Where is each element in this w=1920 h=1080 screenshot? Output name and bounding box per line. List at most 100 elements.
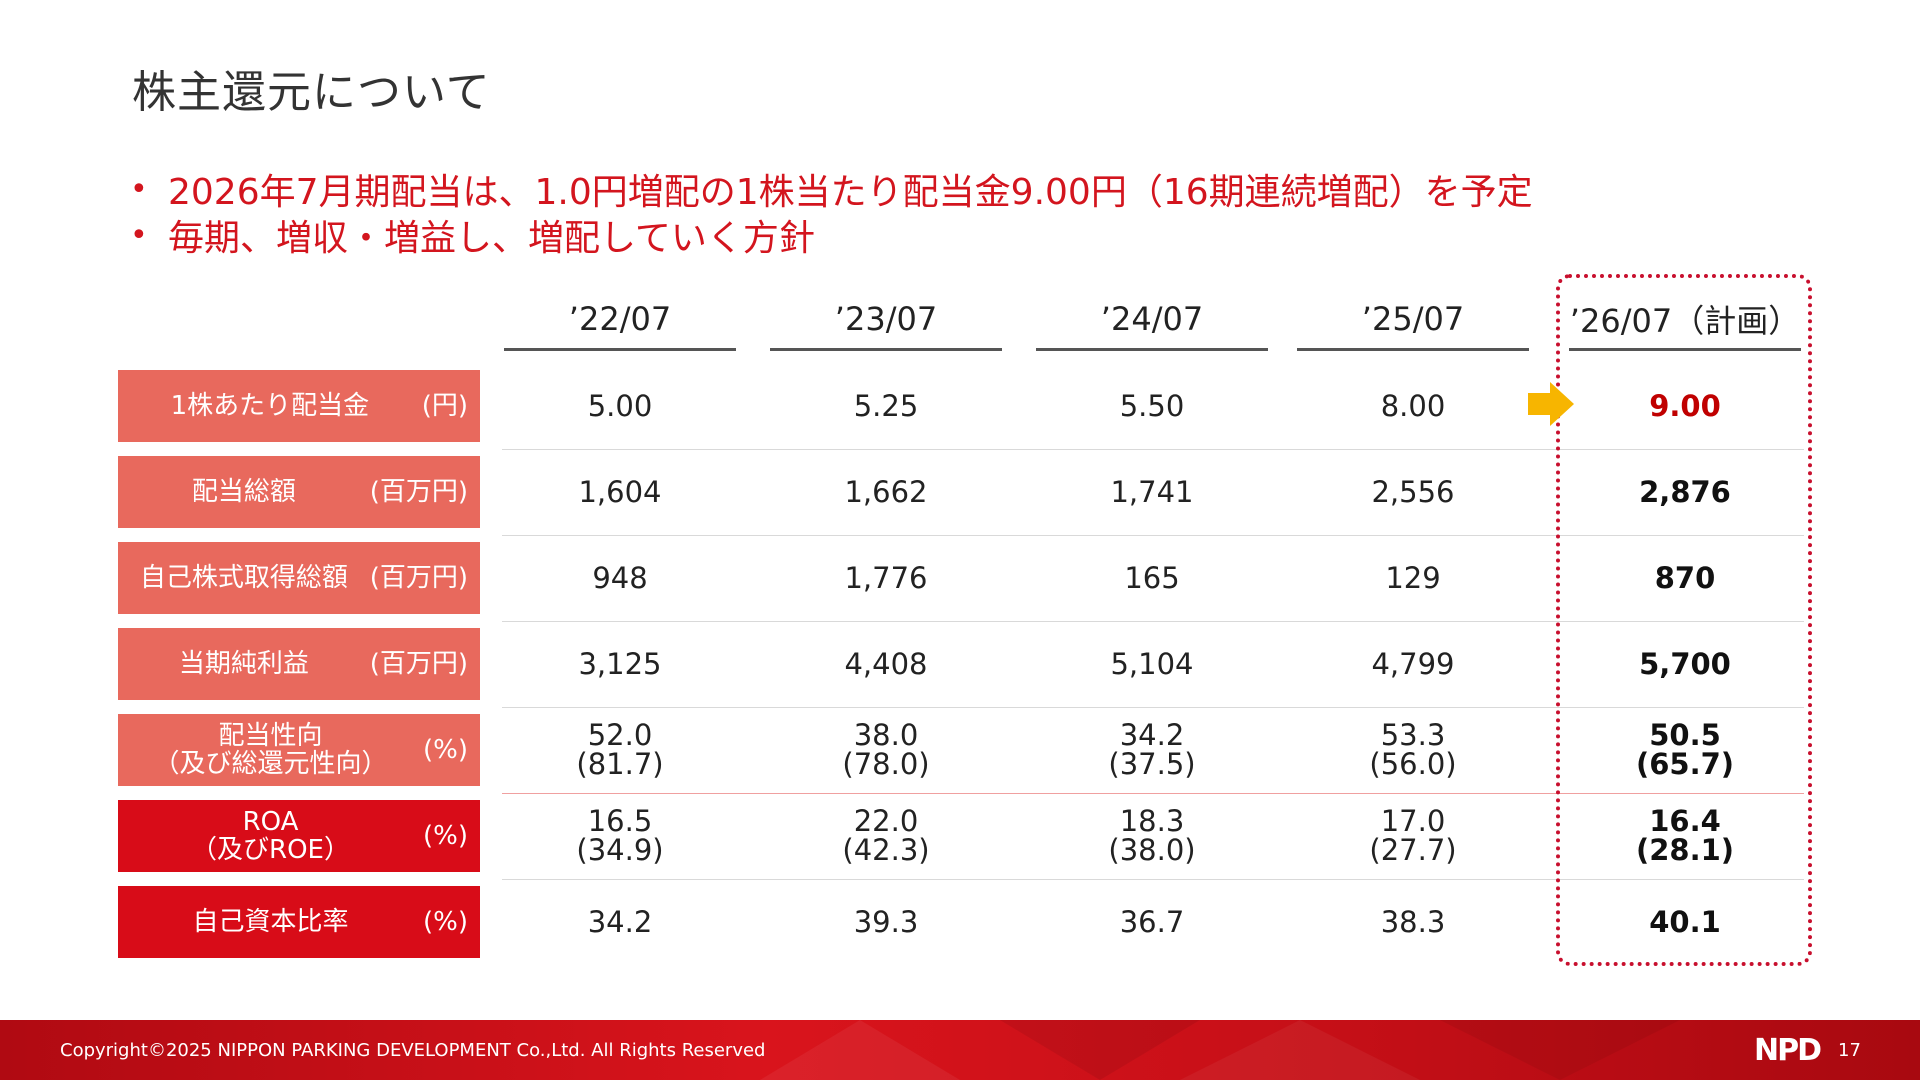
value-cell: 4,408: [770, 628, 1002, 700]
value-cell: 38.0 (78.0): [770, 714, 1002, 786]
cell-value: 2,876: [1639, 474, 1731, 509]
plan-value-cell: 9.00: [1569, 370, 1801, 442]
row-divider: [502, 535, 1804, 536]
cell-value: 36.7: [1119, 904, 1185, 939]
cell-value: 50.5: [1649, 718, 1721, 752]
plan-value-cell: 40.1: [1569, 886, 1801, 958]
cell-value: 165: [1124, 560, 1180, 595]
row-unit: (円): [421, 391, 468, 421]
cell-value: (28.1): [1635, 833, 1735, 867]
cell-value: 5,104: [1110, 646, 1194, 681]
value-cell: 52.0 (81.7): [504, 714, 736, 786]
plan-value-cell: 5,700: [1569, 628, 1801, 700]
cell-value: 16.4: [1649, 804, 1721, 838]
value-cell: 165: [1036, 542, 1268, 614]
cell-value: 1,776: [844, 560, 928, 595]
cell-value: 40.1: [1649, 904, 1721, 939]
value-cell: 34.2: [504, 886, 736, 958]
cell-value: 5,700: [1639, 646, 1731, 681]
row-label-line: 配当性向: [218, 721, 323, 751]
cell-value: (81.7): [576, 747, 664, 781]
row-divider: [502, 621, 1804, 622]
row-unit: (%): [423, 907, 468, 937]
cell-value: 34.2: [1119, 718, 1185, 752]
row-divider: [502, 793, 1804, 794]
row-label-text: 配当総額: [118, 478, 370, 506]
bullet-dot: •: [130, 171, 148, 207]
row-unit: (百万円): [369, 477, 468, 507]
value-cell: 36.7: [1036, 886, 1268, 958]
cell-value: (34.9): [576, 833, 664, 867]
column-header: ’25/07: [1297, 290, 1529, 351]
cell-value: 16.5: [587, 804, 653, 838]
cell-value: (56.0): [1369, 747, 1457, 781]
cell-value: 948: [592, 560, 648, 595]
cell-value: (37.5): [1108, 747, 1196, 781]
footer-bar: Copyright©2025 NIPPON PARKING DEVELOPMEN…: [0, 1020, 1920, 1080]
value-cell: 4,799: [1297, 628, 1529, 700]
row-divider: [502, 879, 1804, 880]
bullet-text: 毎期、増収・増益し、増配していく方針: [168, 218, 815, 259]
row-label: 当期純利益 (百万円): [118, 628, 480, 700]
bullet-text: 2026年7月期配当は、1.0円増配の1株当たり配当金9.00円（16期連続増配…: [168, 172, 1533, 213]
cell-value: 1,662: [844, 474, 928, 509]
cell-value: 2,556: [1371, 474, 1455, 509]
value-cell: 2,556: [1297, 456, 1529, 528]
value-cell: 129: [1297, 542, 1529, 614]
cell-value: 3,125: [578, 646, 662, 681]
cell-value: 4,408: [844, 646, 928, 681]
row-label-line: 1株あたり配当金: [170, 391, 370, 421]
value-cell: 34.2 (37.5): [1036, 714, 1268, 786]
row-unit: (%): [423, 735, 468, 765]
plan-value-cell: 50.5 (65.7): [1569, 714, 1801, 786]
row-label: 自己資本比率 (%): [118, 886, 480, 958]
plan-value-cell: 870: [1569, 542, 1801, 614]
bullet-list: • 2026年7月期配当は、1.0円増配の1株当たり配当金9.00円（16期連続…: [130, 166, 1533, 260]
plan-column-highlight-box: [1556, 274, 1812, 966]
row-label-line: 自己資本比率: [192, 907, 349, 937]
cell-value: (38.0): [1108, 833, 1196, 867]
cell-value: 17.0: [1380, 804, 1446, 838]
plan-value-cell: 16.4 (28.1): [1569, 800, 1801, 872]
value-cell: 1,776: [770, 542, 1002, 614]
cell-value: 5.50: [1119, 388, 1185, 423]
row-label: 1株あたり配当金 (円): [118, 370, 480, 442]
row-divider: [502, 449, 1804, 450]
company-logo: NPD: [1754, 1032, 1822, 1068]
row-label-text: ROA （及びROE）: [118, 808, 423, 864]
cell-value: (65.7): [1635, 747, 1735, 781]
value-cell: 17.0 (27.7): [1297, 800, 1529, 872]
column-header: ’23/07: [770, 290, 1002, 351]
row-label-text: 当期純利益: [118, 650, 370, 678]
cell-value: 1,741: [1110, 474, 1194, 509]
value-cell: 3,125: [504, 628, 736, 700]
row-label-text: 配当性向 （及び総還元性向）: [118, 722, 423, 778]
cell-value: 9.00: [1649, 388, 1721, 423]
cell-value: 8.00: [1380, 388, 1446, 423]
row-label-text: 自己資本比率: [118, 908, 423, 936]
right-arrow-icon: [1528, 382, 1574, 430]
row-label-line: 当期純利益: [178, 649, 309, 679]
row-label-line: 配当総額: [191, 477, 296, 507]
row-label-text: 自己株式取得総額: [118, 564, 370, 592]
row-unit: (百万円): [369, 649, 468, 679]
value-cell: 5.25: [770, 370, 1002, 442]
cell-value: (27.7): [1369, 833, 1457, 867]
row-divider: [502, 707, 1804, 708]
cell-value: 52.0: [587, 718, 653, 752]
value-cell: 18.3 (38.0): [1036, 800, 1268, 872]
value-cell: 8.00: [1297, 370, 1529, 442]
row-label: ROA （及びROE） (%): [118, 800, 480, 872]
cell-value: 38.0: [853, 718, 919, 752]
cell-value: 1,604: [578, 474, 662, 509]
row-label: 配当性向 （及び総還元性向） (%): [118, 714, 480, 786]
bullet-dot: •: [130, 217, 148, 253]
cell-value: 129: [1385, 560, 1441, 595]
cell-value: 18.3: [1119, 804, 1185, 838]
row-label-line: （及び総還元性向）: [153, 749, 388, 779]
row-label-line: ROA: [242, 807, 299, 837]
cell-value: 39.3: [853, 904, 919, 939]
value-cell: 5.00: [504, 370, 736, 442]
cell-value: 5.25: [853, 388, 919, 423]
value-cell: 53.3 (56.0): [1297, 714, 1529, 786]
